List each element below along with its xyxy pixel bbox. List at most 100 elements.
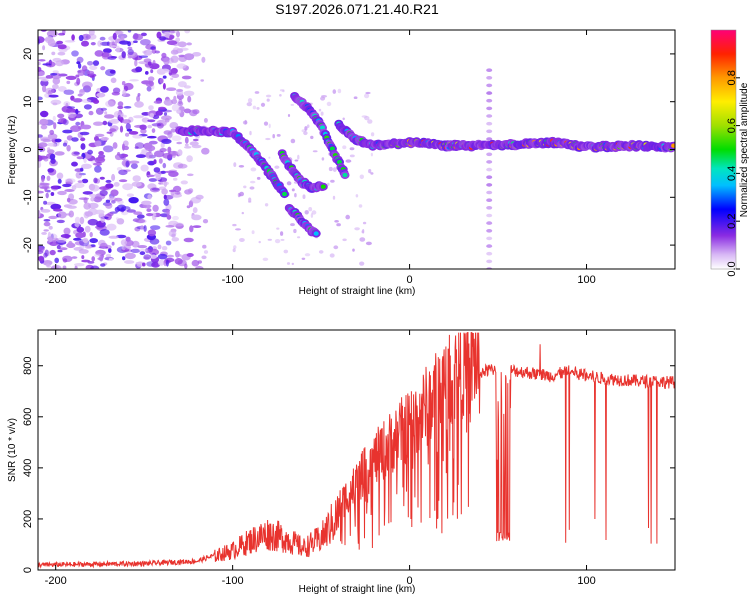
heatmap-noise-cell xyxy=(166,40,178,46)
heatmap-noise-cell xyxy=(71,34,75,41)
heatmap-noise-cell xyxy=(89,238,98,244)
heatmap-noise-cell xyxy=(52,143,57,148)
snr-panel: -200 -100 0 100 0 200 400 600 800 Height of stra… xyxy=(7,329,676,595)
heatmap-noise-cell xyxy=(280,231,284,236)
heatmap-noise-cell xyxy=(104,111,108,115)
heatmap-noise-cell xyxy=(79,216,85,225)
heatmap-noise-cell xyxy=(128,197,139,204)
heatmap-noise-cell xyxy=(75,121,81,126)
heatmap-noise-cell xyxy=(130,163,138,170)
heatmap-noise-cell xyxy=(152,59,156,66)
heatmap-vertical-line-cell xyxy=(486,229,493,233)
heatmap-noise-cell xyxy=(110,77,117,84)
heatmap-noise-cell xyxy=(342,238,347,242)
heatmap-noise-cell xyxy=(110,125,119,132)
heatmap-noise-cell xyxy=(232,248,236,253)
heatmap-noise-cell xyxy=(83,104,92,110)
heatmap-noise-cell xyxy=(326,101,332,107)
heatmap-noise-cell xyxy=(89,193,97,198)
heatmap-noise-cell xyxy=(81,178,89,184)
heatmap-noise-cell xyxy=(306,124,310,128)
heatmap-vertical-line-cell xyxy=(486,137,493,141)
heatmap-noise-cell xyxy=(367,119,373,124)
heatmap-noise-cell xyxy=(150,225,161,231)
heatmap-noise-cell xyxy=(122,256,126,261)
heatmap-noise-cell xyxy=(77,62,82,69)
heatmap-noise-cell xyxy=(233,162,237,168)
heatmap-noise-cell xyxy=(250,167,257,172)
heatmap-noise-cell xyxy=(147,194,152,200)
heatmap-noise-cell xyxy=(181,75,192,80)
heatmap-noise-cell xyxy=(72,98,83,103)
heatmap-noise-cell xyxy=(98,151,104,156)
heatmap-noise-cell xyxy=(184,136,189,144)
heatmap-noise-cell xyxy=(183,53,195,61)
heatmap-noise-cell xyxy=(370,152,373,157)
colorbar: 0.0 0.2 0.4 0.6 0.8 Normalized spectral ampl… xyxy=(710,29,750,277)
heatmap-noise-cell xyxy=(291,188,295,192)
heatmap-noise-cell xyxy=(252,105,257,110)
heatmap-noise-cell xyxy=(117,101,124,107)
heatmap-noise-cell xyxy=(48,94,59,98)
heatmap-noise-cell xyxy=(134,101,144,108)
heatmap-noise-cell xyxy=(176,88,184,92)
heatmap-noise-cell xyxy=(57,44,67,50)
heatmap-noise-cell xyxy=(82,237,89,244)
heatmap-noise-cell xyxy=(94,253,101,257)
heatmap-noise-cell xyxy=(49,129,55,135)
spectrogram-xtick-label: 100 xyxy=(577,274,595,286)
heatmap-noise-cell xyxy=(311,210,317,215)
heatmap-noise-cell xyxy=(121,51,126,59)
heatmap-noise-cell xyxy=(183,237,194,243)
heatmap-noise-cell xyxy=(117,105,124,110)
snr-xlabel: Height of straight line (km) xyxy=(299,584,416,595)
heatmap-noise-cell xyxy=(109,69,116,74)
heatmap-noise-cell xyxy=(308,207,313,212)
heatmap-noise-cell xyxy=(171,135,182,141)
heatmap-vertical-line-cell xyxy=(486,183,493,187)
heatmap-noise-cell xyxy=(161,115,172,121)
heatmap-noise-cell xyxy=(267,238,272,241)
heatmap-noise-cell xyxy=(140,39,151,46)
heatmap-noise-cell xyxy=(183,90,195,97)
heatmap-noise-cell xyxy=(56,172,64,180)
heatmap-noise-cell xyxy=(65,75,77,80)
heatmap-noise-cell xyxy=(162,75,167,79)
heatmap-noise-cell xyxy=(46,263,50,267)
heatmap-noise-cell xyxy=(122,143,125,151)
heatmap-noise-cell xyxy=(141,112,150,116)
heatmap-noise-cell xyxy=(163,194,167,200)
heatmap-noise-cell xyxy=(87,149,93,155)
heatmap-noise-cell xyxy=(81,40,89,47)
heatmap-noise-cell xyxy=(320,111,324,116)
heatmap-noise-cell xyxy=(102,120,108,126)
heatmap-noise-cell xyxy=(192,138,199,142)
heatmap-noise-cell xyxy=(71,137,79,142)
heatmap-noise-cell xyxy=(354,227,360,231)
heatmap-noise-cell xyxy=(128,131,139,135)
heatmap-noise-cell xyxy=(358,204,363,208)
heatmap-noise-cell xyxy=(172,177,178,181)
heatmap-noise-cell xyxy=(359,261,365,266)
heatmap-noise-cell xyxy=(79,131,90,136)
heatmap-noise-cell xyxy=(176,141,183,145)
heatmap-noise-cell xyxy=(110,189,119,197)
heatmap-vertical-line-cell xyxy=(486,175,493,179)
heatmap-noise-cell xyxy=(135,261,144,265)
heatmap-noise-cell xyxy=(143,142,153,150)
heatmap-noise-cell xyxy=(73,237,82,241)
heatmap-noise-cell xyxy=(52,84,59,90)
heatmap-noise-cell xyxy=(268,156,271,159)
heatmap-noise-cell xyxy=(66,80,71,85)
heatmap-vertical-line-cell xyxy=(486,251,493,256)
heatmap-noise-cell xyxy=(81,81,93,89)
heatmap-noise-cell xyxy=(81,259,91,263)
heatmap-noise-cell xyxy=(186,42,192,46)
heatmap-vertical-line-cell xyxy=(486,152,493,157)
heatmap-noise-cell xyxy=(166,209,170,216)
heatmap-noise-cell xyxy=(98,186,110,191)
heatmap-noise-cell xyxy=(161,188,168,195)
snr-background xyxy=(38,330,675,570)
snr-xtick-label: 0 xyxy=(407,575,413,587)
heatmap-noise-cell xyxy=(81,255,85,260)
